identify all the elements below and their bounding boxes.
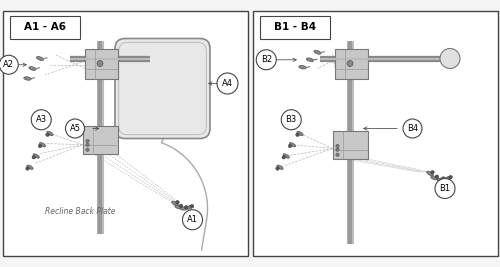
Circle shape [176,201,179,204]
Ellipse shape [299,65,306,69]
Circle shape [86,143,89,147]
Circle shape [38,144,42,148]
Circle shape [31,110,52,130]
Bar [82,126,118,154]
Circle shape [442,177,445,180]
Circle shape [86,139,89,143]
Ellipse shape [277,165,283,170]
Bar [260,16,330,38]
Text: B3: B3 [286,115,297,124]
Circle shape [184,206,188,209]
Text: A5: A5 [70,124,80,133]
Bar [332,131,368,159]
Circle shape [0,55,18,74]
Text: A2: A2 [4,60,14,69]
Circle shape [46,133,49,136]
FancyBboxPatch shape [115,38,210,139]
Bar [335,49,368,78]
Circle shape [449,175,452,179]
Circle shape [256,50,276,70]
Circle shape [403,119,422,138]
Ellipse shape [47,131,53,136]
Circle shape [190,204,194,208]
Circle shape [336,148,339,151]
Bar [10,16,80,38]
Circle shape [347,61,353,66]
Text: Recline Back Plate: Recline Back Plate [45,206,115,215]
Ellipse shape [180,207,188,210]
Ellipse shape [24,77,31,80]
Circle shape [26,167,29,170]
Circle shape [288,144,292,148]
Circle shape [336,153,339,156]
Circle shape [296,133,299,136]
Circle shape [431,171,434,174]
Ellipse shape [437,178,444,181]
Text: A4: A4 [222,79,233,88]
Text: A1 - A6: A1 - A6 [24,22,66,32]
Circle shape [86,148,89,151]
Ellipse shape [36,57,44,61]
Ellipse shape [40,143,46,147]
Circle shape [66,119,84,138]
Ellipse shape [297,131,303,136]
Text: B2: B2 [260,55,272,64]
Ellipse shape [283,154,290,158]
Ellipse shape [172,201,178,206]
Ellipse shape [175,205,182,209]
Circle shape [440,49,460,69]
Ellipse shape [33,154,40,158]
Circle shape [182,210,203,230]
Text: A1: A1 [187,215,198,224]
Ellipse shape [314,50,321,54]
Circle shape [282,155,286,159]
Text: A3: A3 [36,115,47,124]
Circle shape [435,175,438,178]
Ellipse shape [27,165,33,170]
Ellipse shape [29,67,36,70]
Circle shape [435,179,455,198]
Ellipse shape [306,58,314,62]
Bar [85,49,117,78]
Text: B1: B1 [440,184,450,193]
Circle shape [336,144,339,148]
Ellipse shape [290,143,296,147]
Circle shape [32,155,35,159]
Circle shape [217,73,238,94]
Text: B1 - B4: B1 - B4 [274,22,316,32]
Circle shape [281,110,301,130]
Circle shape [180,204,183,207]
Ellipse shape [444,176,452,180]
Ellipse shape [426,171,434,176]
Ellipse shape [186,206,193,209]
Text: B4: B4 [407,124,418,133]
Circle shape [97,61,103,66]
Ellipse shape [431,176,438,180]
Circle shape [276,167,279,170]
